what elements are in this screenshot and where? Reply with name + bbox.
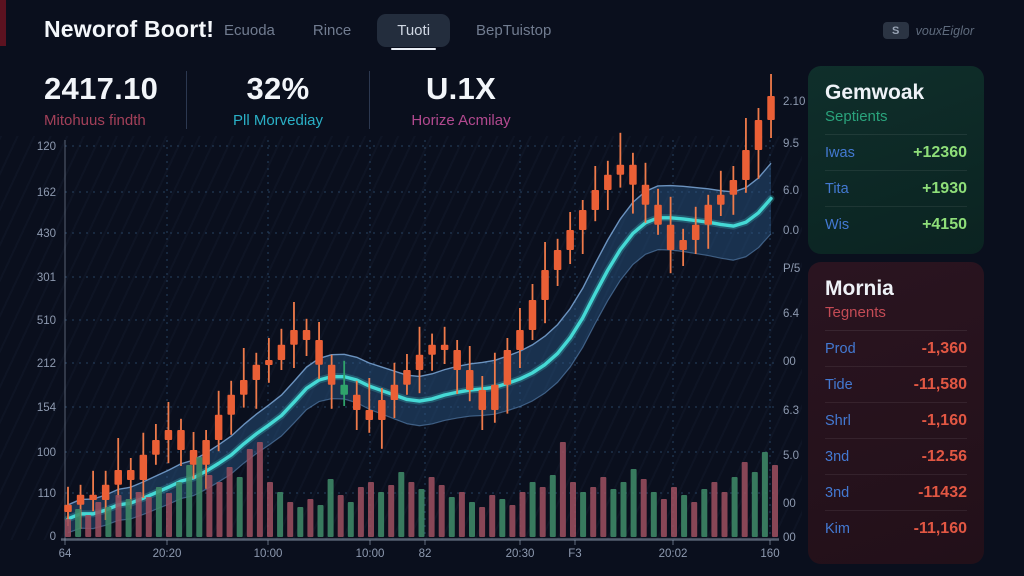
- axis-tick-label: 10:00: [254, 548, 283, 560]
- badge-label: vouxEiglor: [915, 23, 974, 38]
- main-nav: Ecuoda Rince Tuoti BepTuistop: [212, 14, 563, 50]
- losses-panel-title: Mornia: [825, 277, 894, 300]
- stat-percent: 32% Pll Morvediay: [189, 71, 367, 129]
- stats-row: 2417.10 Mitohuus findth 32% Pll Morvedia…: [44, 62, 550, 138]
- axis-tick-label: 110: [38, 488, 56, 500]
- axis-tick-label: 20:20: [153, 548, 182, 560]
- chart-axes: 120 162 430 301 510 212 154 100 110 0 2.10 9.5 6.0 0.…: [37, 96, 805, 560]
- axis-tick-label: 64: [59, 548, 72, 560]
- gains-row[interactable]: Iwas +12360: [825, 135, 967, 171]
- chart-grid: [64, 140, 775, 540]
- axis-tick-label: 430: [37, 228, 56, 240]
- nav-item-ecuoda[interactable]: Ecuoda: [224, 22, 275, 39]
- losses-row[interactable]: Kim -11,160: [825, 520, 967, 537]
- volume-bars: [65, 442, 778, 537]
- axis-tick-label: 0: [50, 531, 56, 543]
- axis-tick-label: 120: [37, 141, 56, 153]
- axis-tick-label: 10:00: [356, 548, 385, 560]
- stat-multiplier-value: U.1X: [425, 71, 497, 106]
- axis-tick-label: 301: [37, 272, 56, 284]
- candlesticks: [64, 74, 775, 529]
- losses-row[interactable]: Tide -11,580: [825, 367, 967, 403]
- axis-tick-label: 82: [419, 548, 432, 560]
- axis-tick-label: P/5: [783, 263, 800, 275]
- axis-tick-label: 162: [37, 187, 56, 199]
- price-chart: 120 162 430 301 510 212 154 100 110 0 2.10 9.5 6.0 0.…: [37, 74, 805, 560]
- nav-item-rince[interactable]: Rince: [312, 22, 352, 39]
- axis-tick-label: 5.0: [783, 450, 799, 462]
- stat-percent-value: 32%: [246, 71, 310, 106]
- axis-tick-label: 154: [37, 402, 57, 414]
- gains-panel: Gemwoak Septients Iwas +12360 Tita +1930…: [808, 66, 984, 254]
- axis-tick-label: 6.4: [783, 308, 800, 320]
- stat-percent-label: Pll Morvediay: [232, 112, 324, 129]
- gains-row[interactable]: Wis +4150: [825, 216, 967, 233]
- nav-item-beptuistop[interactable]: BepTuistop: [476, 22, 552, 39]
- losses-row[interactable]: 3nd -11432: [825, 475, 967, 511]
- axis-tick-label: 160: [760, 548, 779, 560]
- nav-item-tuoti-active[interactable]: Tuoti: [377, 14, 451, 50]
- axis-tick-label: 9.5: [783, 138, 799, 150]
- user-badge[interactable]: S vouxEiglor: [882, 22, 974, 39]
- gains-row[interactable]: Tita +1930: [825, 171, 967, 207]
- axis-tick-label: F3: [568, 548, 581, 560]
- axis-tick-label: 6.0: [783, 185, 799, 197]
- losses-panel: Mornia Tegnents Prod -1,360 Tide -11,580…: [808, 262, 984, 564]
- axis-tick-label: 20:02: [659, 548, 688, 560]
- losses-panel-subtitle: Tegnents: [825, 304, 967, 331]
- corner-accent: [0, 0, 6, 46]
- axis-tick-label: 2.10: [783, 96, 805, 108]
- stat-multiplier: U.1X Horize Acmilay: [372, 71, 550, 129]
- badge-icon: S: [882, 22, 909, 39]
- stat-divider: [369, 71, 370, 129]
- axis-tick-label: 00: [783, 498, 796, 510]
- stat-price: 2417.10 Mitohuus findth: [44, 71, 184, 129]
- losses-row[interactable]: 3nd -12.56: [825, 439, 967, 475]
- header: Neworof Boort! Ecuoda Rince Tuoti BepTui…: [0, 0, 1024, 58]
- axis-tick-label: 100: [37, 447, 56, 459]
- stat-price-label: Mitohuus findth: [44, 112, 146, 129]
- stat-divider: [186, 71, 187, 129]
- moving-average-line: [64, 194, 775, 523]
- axis-tick-label: 00: [783, 532, 796, 544]
- axis-tick-label: 510: [37, 315, 56, 327]
- axis-tick-label: 00: [783, 356, 796, 368]
- axis-tick-label: 6.3: [783, 405, 799, 417]
- axis-tick-label: 212: [37, 358, 56, 370]
- losses-row[interactable]: Shrl -1,160: [825, 403, 967, 439]
- app-title: Neworof Boort!: [44, 16, 215, 42]
- gains-panel-subtitle: Septients: [825, 108, 967, 135]
- axis-tick-label: 0.0: [783, 225, 799, 237]
- axis-tick-label: 20:30: [506, 548, 535, 560]
- gains-panel-title: Gemwoak: [825, 81, 925, 104]
- stat-multiplier-label: Horize Acmilay: [411, 112, 511, 129]
- losses-row[interactable]: Prod -1,360: [825, 331, 967, 367]
- stat-price-value: 2417.10: [44, 71, 159, 106]
